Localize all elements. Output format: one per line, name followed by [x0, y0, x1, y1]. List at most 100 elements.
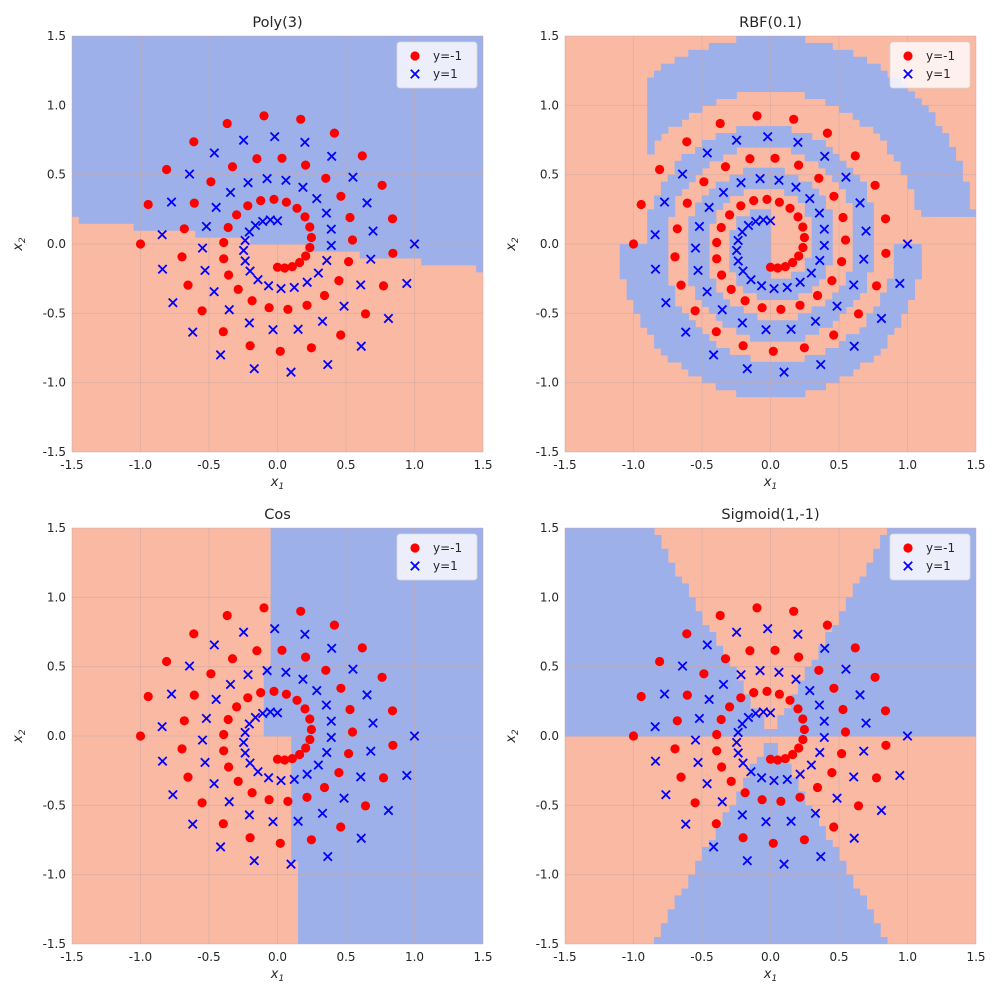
point-negative [636, 199, 646, 210]
point-positive [401, 770, 412, 781]
point-negative [179, 716, 189, 726]
point-positive [769, 283, 779, 294]
point-negative [177, 744, 187, 754]
point-positive [276, 775, 286, 786]
point-positive [184, 169, 195, 179]
point-positive [750, 708, 761, 719]
point-negative [736, 693, 746, 703]
point-positive [355, 772, 366, 782]
point-negative [670, 252, 680, 262]
point-positive [791, 674, 801, 685]
point-negative [162, 164, 172, 175]
markers [628, 603, 913, 869]
point-positive [819, 643, 830, 654]
point-negative [272, 754, 283, 764]
point-negative [305, 222, 315, 232]
point-negative [795, 300, 805, 310]
tick-labels: -1.5 -1.0 -0.5 0.0 0.5 1.0 1.5 -1.5 -1.0 -0.5 0.0 0… [43, 29, 493, 472]
point-positive [245, 758, 255, 768]
point-positive [211, 202, 221, 213]
x-tick-label: 1.5 [966, 458, 985, 472]
y-tick-label: 0.5 [540, 660, 559, 674]
point-negative [219, 729, 229, 740]
point-negative [223, 222, 233, 233]
point-negative [296, 114, 306, 124]
point-positive [339, 301, 349, 312]
point-positive [774, 667, 784, 678]
point-positive [253, 766, 263, 777]
point-positive [810, 316, 821, 327]
point-negative [780, 262, 790, 272]
point-negative [720, 654, 731, 664]
point-negative [301, 743, 311, 753]
legend-marker-negative [410, 51, 420, 61]
point-negative [880, 214, 891, 224]
point-positive [249, 363, 260, 374]
point-positive [832, 301, 842, 312]
point-negative [768, 346, 778, 356]
point-positive [187, 327, 198, 337]
point-positive [356, 341, 367, 352]
x-tick-label: -0.5 [690, 458, 713, 472]
point-negative [189, 137, 199, 147]
x-tick-label: 0.0 [268, 458, 287, 472]
point-negative [162, 656, 172, 667]
tick-labels: -1.5 -1.0 -0.5 0.0 0.5 1.0 1.5 -1.5 -1.0 -0.5 0.0 0… [43, 521, 493, 964]
point-negative [712, 746, 722, 756]
point-positive [262, 173, 272, 184]
point-positive [201, 221, 212, 232]
point-positive [756, 280, 767, 291]
point-negative [357, 643, 367, 653]
point-positive [157, 229, 167, 240]
y-tick-label: 0.5 [47, 168, 66, 182]
point-positive [166, 197, 177, 207]
point-negative [655, 164, 665, 175]
point-positive [215, 842, 226, 852]
point-positive [718, 187, 729, 198]
x-tick-label: -0.5 [690, 950, 713, 964]
point-negative [829, 330, 839, 340]
point-positive [894, 278, 905, 289]
point-positive [841, 172, 851, 183]
point-negative [292, 695, 302, 705]
point-negative [243, 201, 253, 211]
point-positive [281, 667, 291, 678]
point-negative [765, 754, 776, 764]
point-negative [788, 257, 798, 268]
point-negative [881, 248, 891, 258]
point-negative [306, 724, 316, 735]
point-negative [218, 819, 228, 829]
point-positive [814, 747, 825, 758]
point-positive [339, 793, 349, 804]
y-tick-label: -1.5 [43, 445, 66, 459]
point-positive [815, 359, 826, 370]
point-positive [197, 243, 208, 253]
point-positive [849, 833, 860, 844]
point-positive [659, 689, 670, 699]
legend-marker-negative [410, 543, 420, 553]
point-positive [224, 796, 235, 807]
point-negative [189, 690, 199, 700]
y-tick-label: -1.5 [536, 937, 559, 951]
point-positive [718, 679, 729, 690]
point-negative [247, 296, 257, 306]
y-tick-label: -1.0 [43, 376, 66, 390]
legend-marker-positive [410, 69, 420, 79]
point-negative [347, 727, 358, 737]
point-positive [742, 363, 753, 374]
legend: y=-1 y=1 [396, 41, 478, 89]
point-negative [827, 768, 837, 778]
point-positive [677, 169, 688, 179]
point-negative [798, 734, 808, 745]
point-positive [272, 708, 283, 718]
y-tick-label: -1.0 [536, 868, 559, 882]
x-tick-label: 1.0 [405, 458, 424, 472]
point-positive [746, 274, 756, 285]
point-negative [264, 303, 274, 313]
point-negative [676, 772, 686, 782]
point-negative [256, 688, 266, 698]
point-negative [690, 798, 700, 808]
point-negative [853, 801, 864, 811]
point-positive [762, 131, 773, 142]
point-negative [711, 327, 721, 337]
